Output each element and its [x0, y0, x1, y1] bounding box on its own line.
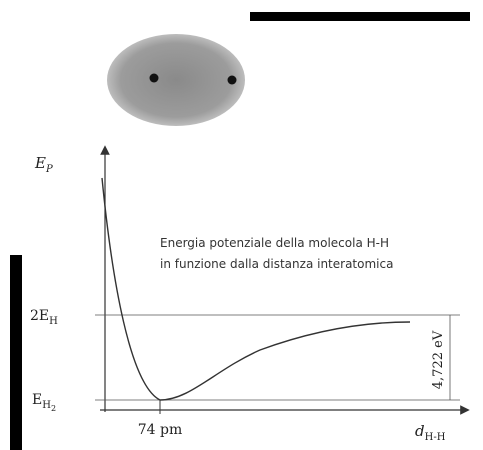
- energy-curve: [101, 177, 411, 401]
- x-mark-label: 74 pm: [138, 422, 183, 438]
- level-label: 2EH: [30, 308, 58, 327]
- black-bar: [250, 12, 470, 21]
- x-axis-label: dH-H: [415, 422, 446, 443]
- nucleus: [149, 73, 159, 83]
- nucleus: [227, 75, 237, 85]
- level-label: EH2: [32, 392, 56, 413]
- gap-label: 4,722 eV: [431, 330, 446, 389]
- electron-cloud: [107, 34, 245, 126]
- caption: in funzione dalla distanza interatomica: [160, 257, 393, 271]
- caption: Energia potenziale della molecola H-H: [160, 236, 389, 250]
- black-bar: [10, 255, 22, 450]
- y-axis-label: EP: [34, 154, 53, 175]
